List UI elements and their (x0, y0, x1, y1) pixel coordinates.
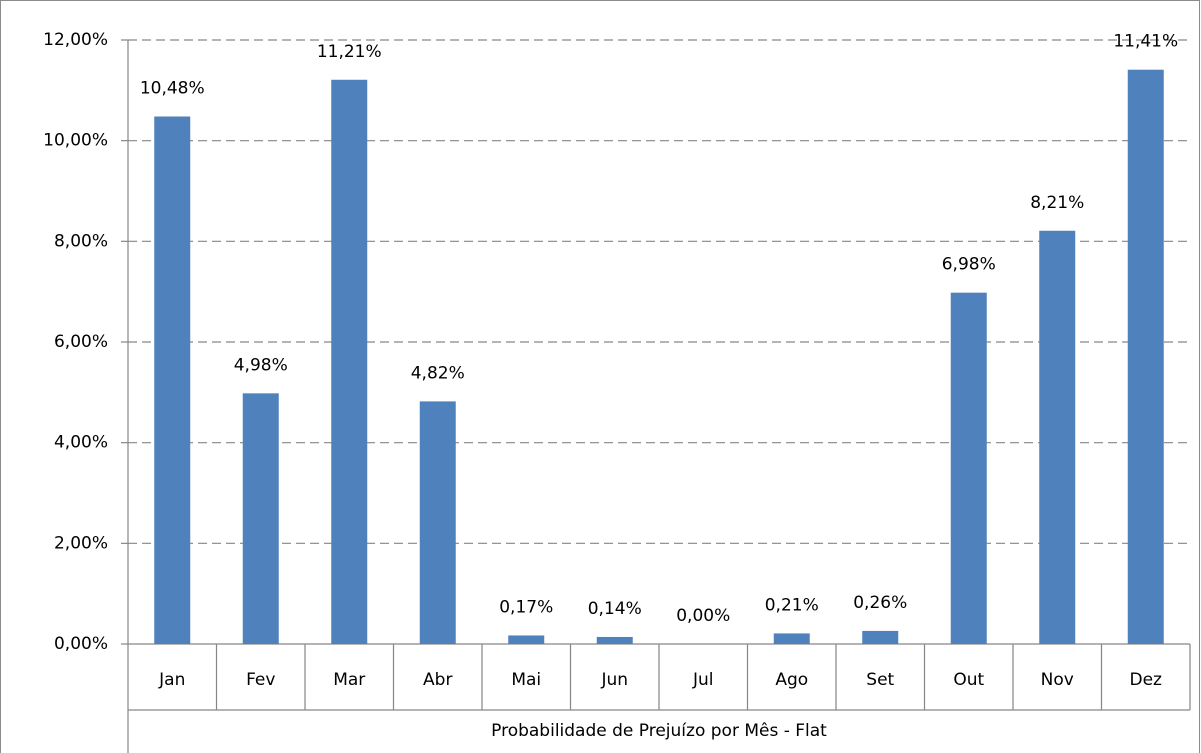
bar (154, 116, 191, 645)
data-label: 10,48% (140, 79, 205, 99)
data-label: 4,82% (411, 363, 465, 383)
data-label: 11,41% (1113, 32, 1178, 52)
data-label: 0,21% (765, 595, 819, 615)
bar (508, 635, 545, 644)
bar (773, 633, 810, 644)
bar (1039, 230, 1076, 644)
y-tick-label: 12,00% (43, 30, 108, 50)
x-tick-label: Fev (246, 670, 275, 690)
data-label: 0,17% (499, 597, 553, 617)
x-tick-label: Mai (511, 670, 541, 690)
y-tick-label: 0,00% (54, 634, 108, 654)
bar (419, 401, 456, 644)
x-tick-label: Jun (600, 670, 628, 690)
bar (331, 79, 368, 645)
x-tick-label: Jan (158, 670, 185, 690)
y-tick-label: 8,00% (54, 231, 108, 251)
data-label: 0,26% (853, 593, 907, 613)
bar (596, 636, 633, 644)
x-tick-label: Abr (423, 670, 452, 690)
bar (1127, 69, 1164, 645)
x-tick-label: Set (866, 670, 894, 690)
data-label: 8,21% (1030, 193, 1084, 213)
data-label: 11,21% (317, 42, 382, 62)
data-label: 6,98% (942, 255, 996, 275)
data-label: 0,00% (676, 606, 730, 626)
bar (242, 393, 279, 644)
bar (862, 630, 899, 644)
y-tick-label: 6,00% (54, 332, 108, 352)
x-tick-label: Ago (775, 670, 808, 690)
y-tick-label: 4,00% (54, 433, 108, 453)
x-tick-label: Jul (692, 670, 714, 690)
bar (950, 292, 987, 644)
data-label: 4,98% (234, 355, 288, 375)
x-tick-label: Dez (1130, 670, 1163, 690)
x-tick-label: Out (953, 670, 984, 690)
data-label: 0,14% (588, 599, 642, 619)
y-tick-label: 10,00% (43, 131, 108, 151)
x-tick-label: Mar (333, 670, 365, 690)
x-axis-title: Probabilidade de Prejuízo por Mês - Flat (491, 721, 827, 741)
y-tick-label: 2,00% (54, 533, 108, 553)
x-tick-label: Nov (1041, 670, 1074, 690)
